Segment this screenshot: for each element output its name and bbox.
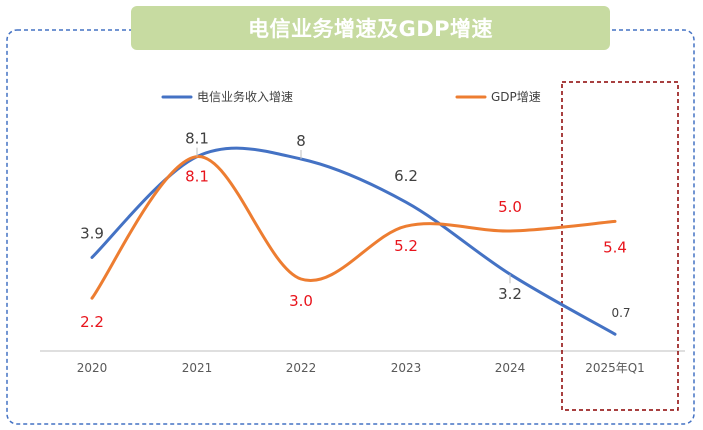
chart-title: 电信业务增速及GDP增速 (247, 17, 494, 41)
data-label: 2.2 (80, 313, 104, 331)
data-label: 8.1 (185, 168, 209, 186)
series-line-gdp (90, 155, 617, 300)
data-label: 3.0 (289, 292, 313, 310)
legend-label: 电信业务收入增速 (197, 89, 293, 104)
highlight-box (561, 81, 679, 411)
data-label: 0.7 (611, 306, 630, 320)
x-tick-label: 2020 (77, 361, 108, 375)
title-banner: 电信业务增速及GDP增速 (131, 6, 610, 50)
data-label: 3.2 (498, 285, 522, 303)
x-tick-label: 2022 (286, 361, 317, 375)
data-label: 5.2 (394, 237, 418, 255)
data-label: 8.1 (185, 130, 209, 148)
series-layer (90, 146, 617, 336)
x-tick-label: 2024 (495, 361, 526, 375)
x-tick-label: 2025年Q1 (585, 361, 645, 375)
data-labels-layer: 3.9 8.1 8 6.2 3.2 0.7 2.2 8.1 3.0 5.2 5.0 5.4 (80, 130, 630, 332)
data-label: 6.2 (394, 167, 418, 185)
data-label: 5.4 (603, 238, 627, 256)
data-label: 5.0 (498, 198, 522, 216)
x-tick-label: 2021 (182, 361, 213, 375)
x-tick-labels: 2020 2021 2022 2023 2024 2025年Q1 (77, 361, 645, 375)
legend: 电信业务收入增速 GDP增速 (161, 89, 541, 104)
legend-label: GDP增速 (491, 90, 541, 104)
data-label: 8 (296, 132, 306, 150)
outer-frame (6, 29, 695, 425)
data-label: 3.9 (80, 224, 104, 242)
x-tick-label: 2023 (391, 361, 422, 375)
